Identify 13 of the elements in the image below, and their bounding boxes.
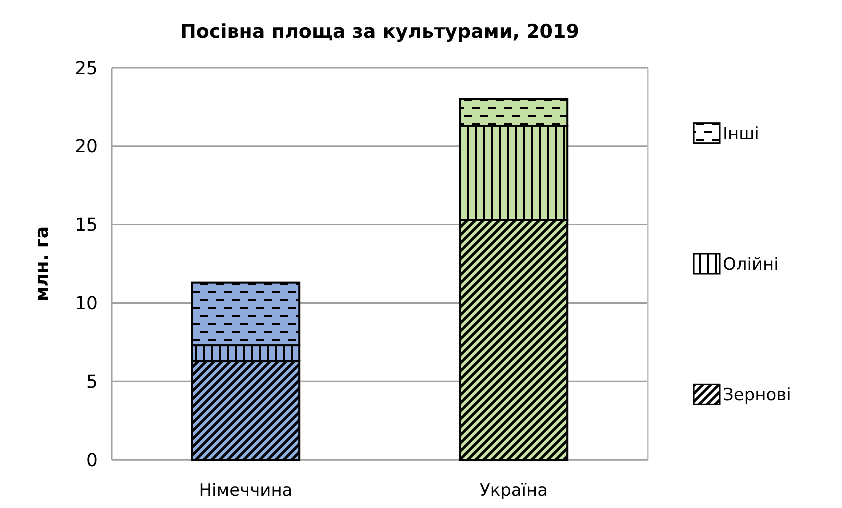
text: Інші xyxy=(723,124,760,144)
y-tick-label: 15 xyxy=(75,215,98,236)
chart-title: Посівна площа за культурами, 2019 xyxy=(180,21,580,43)
text: Олійні xyxy=(723,254,779,275)
y-tick-label: 5 xyxy=(86,372,98,393)
y-tick-label: 20 xyxy=(75,136,98,158)
y-axis-title: млн. га xyxy=(32,226,53,302)
text: Зернові xyxy=(723,386,792,406)
y-tick-label: 0 xyxy=(86,450,98,472)
x-tick-label: Німеччина xyxy=(199,481,293,501)
y-tick-label: 25 xyxy=(75,58,98,80)
y-tick-label: 10 xyxy=(75,294,98,314)
x-tick-label: Україна xyxy=(480,481,548,501)
